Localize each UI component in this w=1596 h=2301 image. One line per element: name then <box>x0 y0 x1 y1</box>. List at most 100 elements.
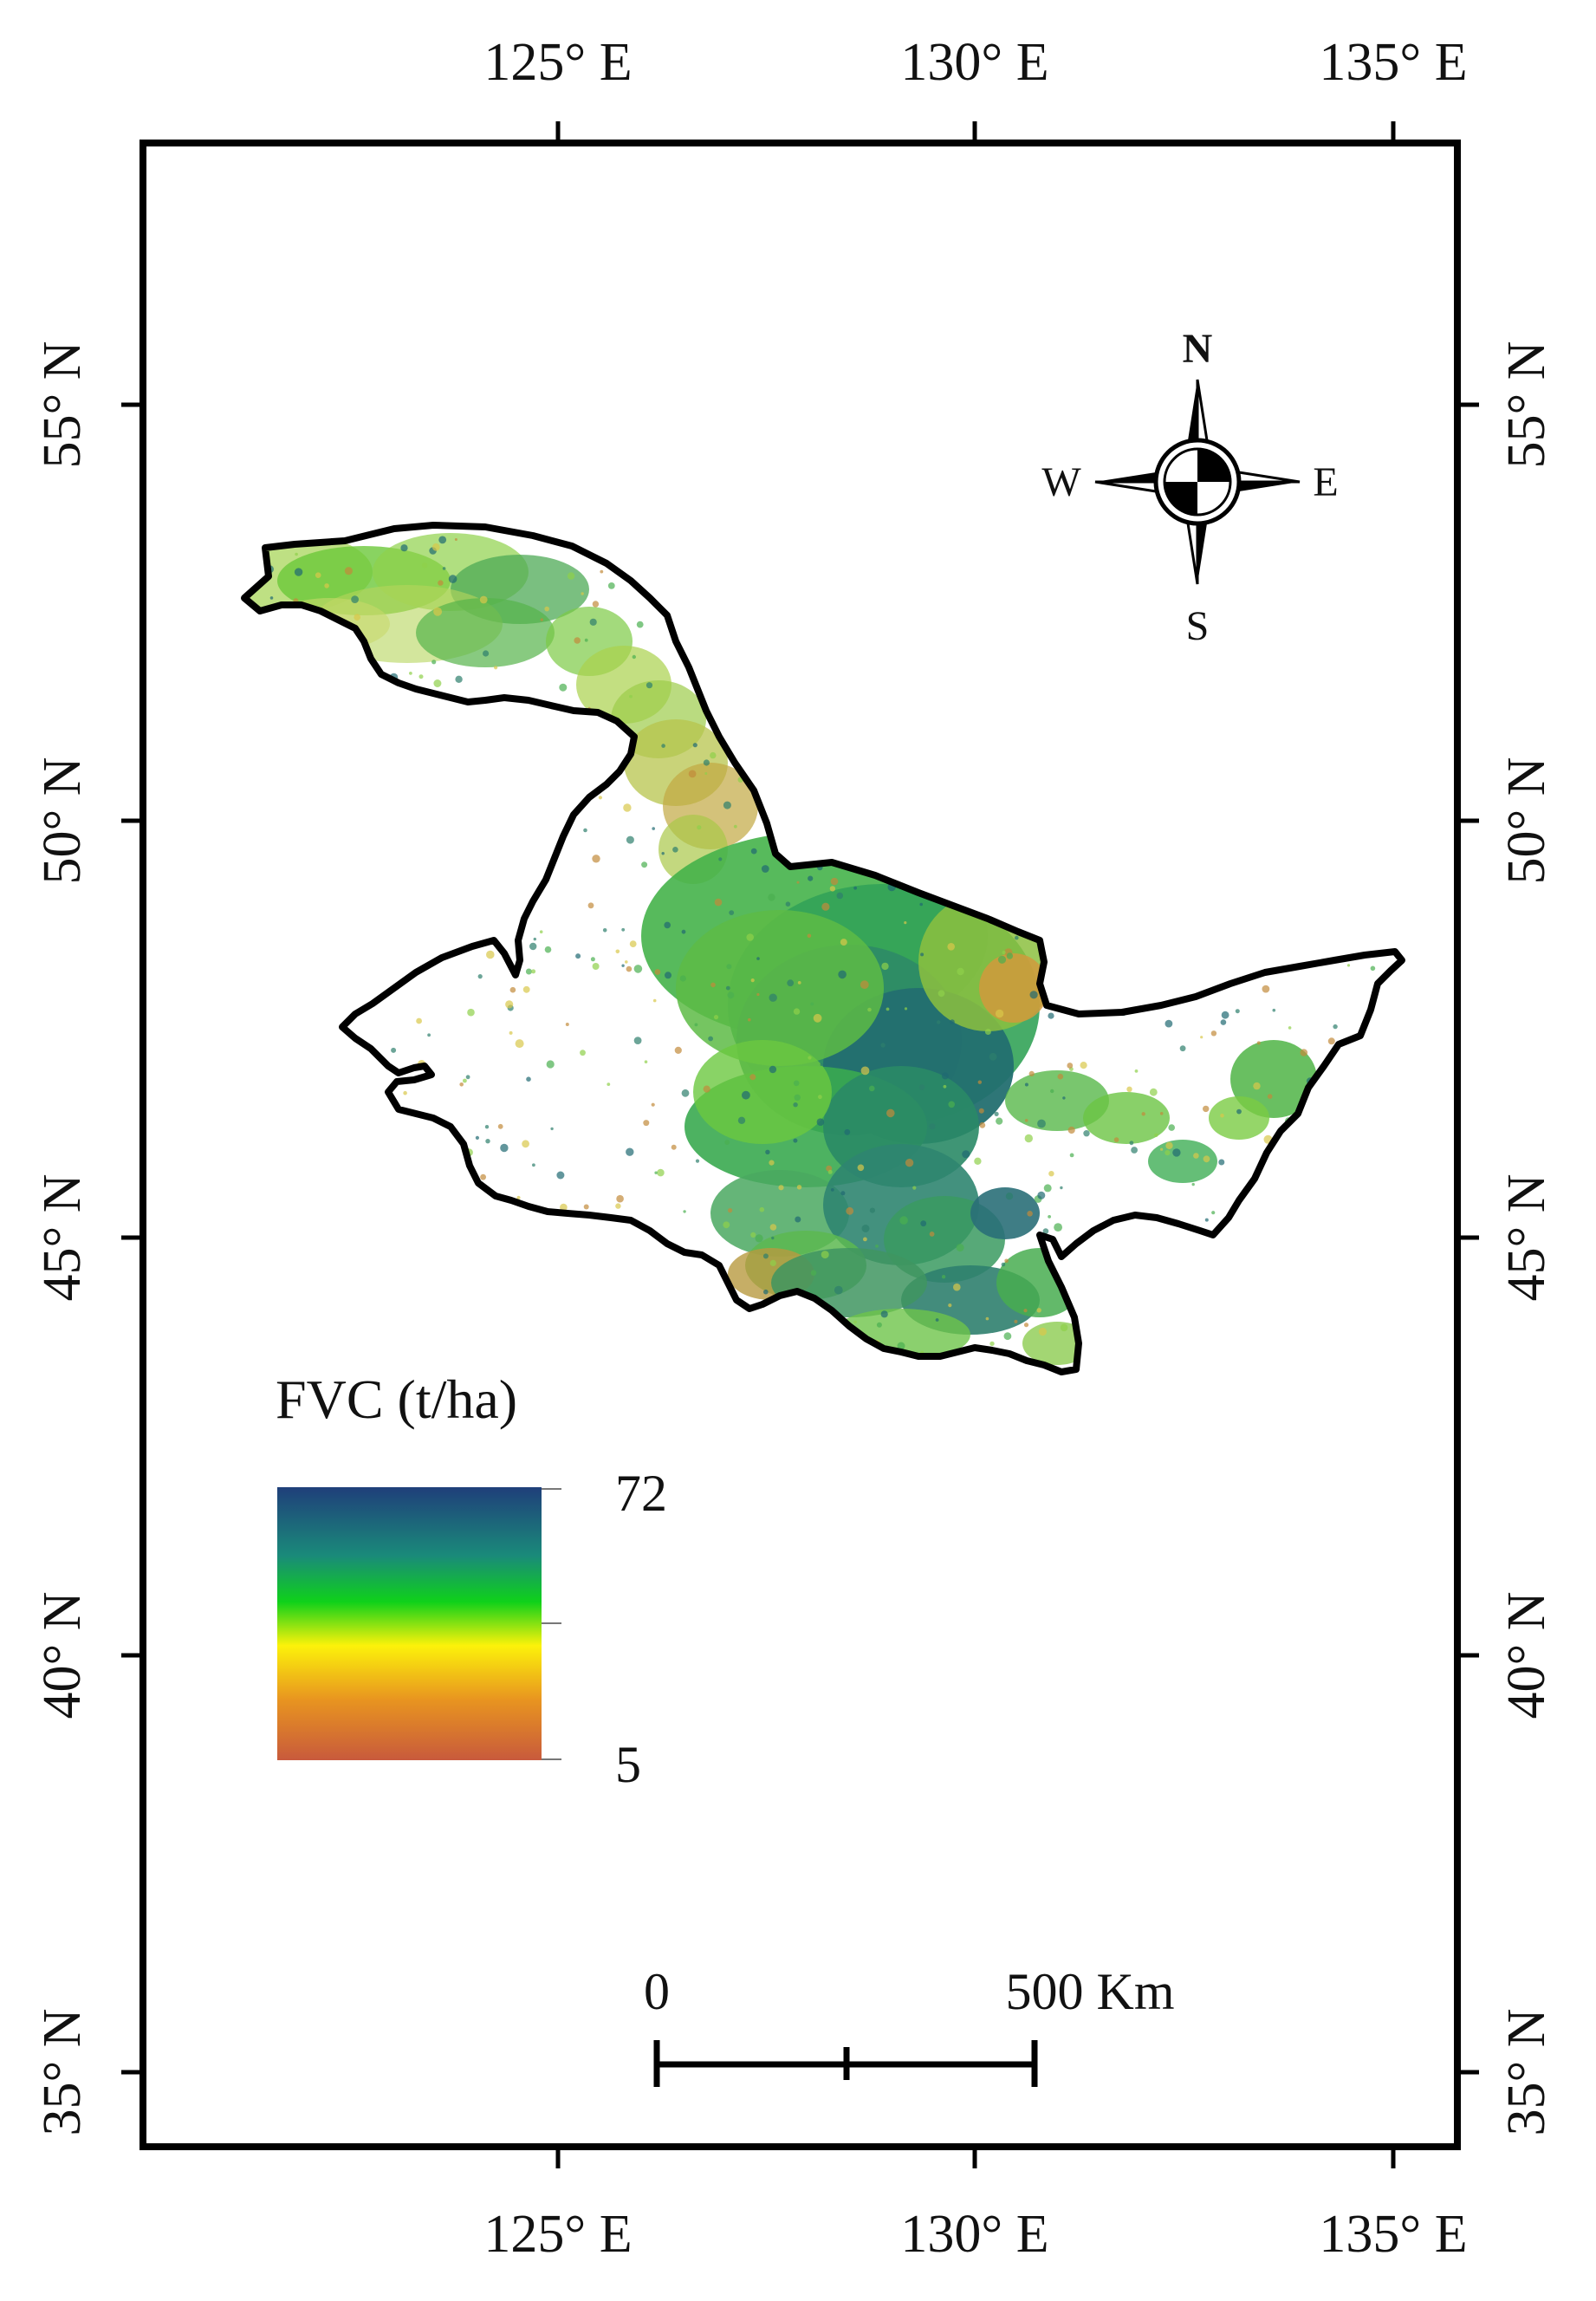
fvc-pixel <box>455 675 463 683</box>
fvc-pixel <box>671 1144 677 1150</box>
fvc-pixel <box>626 835 634 844</box>
fvc-pixel <box>505 1361 510 1366</box>
fvc-pixel <box>929 1232 935 1237</box>
fvc-pixel <box>863 816 869 822</box>
fvc-pixel <box>793 1080 800 1087</box>
fvc-pixel <box>661 744 665 748</box>
fvc-pixel <box>256 1032 263 1039</box>
fvc-pixel <box>289 985 295 991</box>
fvc-pixel <box>632 654 636 660</box>
fvc-pixel <box>829 886 836 892</box>
fvc-pixel <box>263 1269 269 1276</box>
fvc-pixel <box>1375 1040 1382 1047</box>
fvc-pixel <box>1001 662 1009 669</box>
fvc-pixel <box>1195 1352 1203 1361</box>
fvc-pixel <box>793 1102 798 1108</box>
fvc-patch <box>979 953 1048 1023</box>
fvc-pixel <box>779 743 787 751</box>
fvc-pixel <box>439 896 444 900</box>
fvc-pixel <box>853 756 860 762</box>
fvc-pixel <box>695 1159 700 1163</box>
fvc-pixel <box>935 1318 939 1322</box>
fvc-pixel <box>669 560 674 565</box>
fvc-pixel <box>1336 1165 1340 1168</box>
fvc-pixel <box>1042 1228 1049 1234</box>
fvc-pixel <box>679 1301 687 1309</box>
fvc-pixel <box>331 719 334 724</box>
fvc-pixel <box>526 822 530 827</box>
fvc-pixel <box>529 942 537 951</box>
fvc-pixel <box>486 899 490 903</box>
fvc-pixel <box>1376 1052 1380 1056</box>
fvc-pixel <box>664 921 671 929</box>
fvc-pixel <box>1364 683 1368 687</box>
fvc-pixel <box>996 1117 1003 1125</box>
fvc-pixel <box>1285 697 1294 706</box>
fvc-pixel <box>1288 1258 1294 1264</box>
fvc-pixel <box>550 1127 554 1131</box>
fvc-pixel <box>1001 1262 1006 1267</box>
fvc-pixel <box>269 596 274 600</box>
fvc-pixel <box>1048 1171 1054 1177</box>
fvc-pixel <box>769 1259 776 1266</box>
fvc-pixel <box>894 802 899 807</box>
fvc-pixel <box>1055 981 1059 985</box>
lat-label-right-35: 35° N <box>1497 2008 1556 2135</box>
fvc-pixel <box>1010 565 1017 572</box>
fvc-pixel <box>1372 1333 1380 1342</box>
fvc-pixel <box>548 761 553 765</box>
fvc-pixel <box>1256 1041 1261 1045</box>
fvc-pixel <box>1080 1062 1087 1069</box>
fvc-pixel <box>342 655 347 660</box>
fvc-pixel <box>817 1312 824 1319</box>
fvc-pixel <box>1266 921 1272 927</box>
fvc-pixel <box>530 883 535 888</box>
fvc-pixel <box>1016 666 1023 673</box>
fvc-pixel <box>967 731 976 738</box>
fvc-pixel <box>920 952 925 957</box>
fvc-pixel <box>477 1314 485 1321</box>
fvc-pixel <box>1335 536 1340 542</box>
fvc-pixel <box>1054 1223 1062 1232</box>
fvc-pixel <box>989 1052 997 1061</box>
fvc-pixel <box>1248 936 1255 943</box>
fvc-pixel <box>1145 746 1149 751</box>
fvc-pixel <box>707 1326 715 1333</box>
fvc-pixel <box>271 818 276 822</box>
fvc-pixel <box>1242 1269 1249 1277</box>
fvc-pixel <box>1135 699 1140 705</box>
fvc-pixel <box>688 770 697 778</box>
fvc-pixel <box>997 955 1007 964</box>
fvc-pixel <box>448 575 457 583</box>
fvc-pixel <box>278 934 286 943</box>
fvc-pixel <box>313 1182 319 1188</box>
fvc-pixel <box>768 894 775 901</box>
fvc-pixel <box>447 1183 451 1187</box>
fvc-pixel <box>366 911 373 919</box>
fvc-pixel <box>589 618 597 626</box>
fvc-pixel <box>936 536 940 541</box>
fvc-pixel <box>542 818 548 823</box>
fvc-pixel <box>1277 662 1284 669</box>
fvc-pixel <box>475 1135 480 1140</box>
fvc-pixel <box>419 1303 423 1306</box>
fvc-pixel <box>1154 1133 1158 1138</box>
fvc-pixel <box>972 863 980 871</box>
fvc-pixel <box>818 1095 822 1100</box>
fvc-pixel <box>1333 1277 1340 1284</box>
fvc-pixel <box>846 1206 854 1215</box>
fvc-pixel <box>1079 802 1082 805</box>
fvc-pixel <box>623 803 632 812</box>
fvc-pixel <box>366 823 369 827</box>
fvc-pixel <box>1015 935 1019 940</box>
lon-label-bottom-130: 130° E <box>900 2205 1048 2264</box>
fvc-pixel <box>797 981 801 985</box>
fvc-pixel <box>1221 1011 1229 1019</box>
fvc-pixel <box>1379 543 1384 548</box>
fvc-pixel <box>793 1008 801 1015</box>
fvc-pixel <box>1168 1124 1175 1131</box>
fvc-pixel <box>470 1185 477 1192</box>
fvc-pixel <box>1146 766 1154 773</box>
fvc-pixel <box>774 726 779 731</box>
fvc-pixel <box>956 1244 964 1252</box>
